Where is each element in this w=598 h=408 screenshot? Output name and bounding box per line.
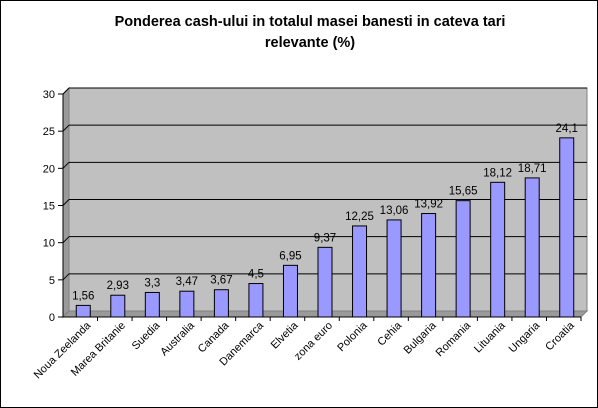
bar (386, 219, 402, 318)
x-tick-label: Cehia (375, 319, 404, 348)
data-label: 9,37 (314, 232, 336, 244)
data-label: 18,71 (518, 163, 547, 175)
data-label: 18,12 (483, 167, 512, 179)
data-label: 4,5 (248, 269, 264, 281)
bar (144, 291, 160, 318)
x-tick-label: Lituania (472, 319, 508, 355)
bar (352, 225, 368, 318)
gridline-depth (62, 273, 70, 281)
gridline-depth (62, 124, 70, 132)
gridline-depth (62, 87, 70, 95)
gridline-depth (62, 161, 70, 169)
x-tick-label: Polonia (335, 319, 370, 354)
bar (75, 304, 91, 318)
x-tick-label: Romania (434, 319, 474, 359)
data-label: 24,1 (556, 123, 578, 135)
bar (282, 264, 298, 318)
bar (559, 137, 575, 318)
y-tick-label: 10 (43, 238, 55, 250)
data-label: 3,3 (144, 277, 160, 289)
data-label: 13,06 (380, 205, 409, 217)
bar (490, 181, 506, 318)
x-tick-label: Noua Zeelanda (32, 319, 94, 381)
chart-title-line1: Ponderea cash-ului in totalul masei bane… (114, 14, 506, 30)
bar (455, 200, 471, 318)
y-tick-label: 20 (43, 163, 55, 175)
chart-title-line2: relevante (%) (264, 35, 356, 51)
x-tick-label: Suedia (130, 319, 163, 352)
bar (524, 177, 540, 318)
data-label: 15,65 (449, 186, 478, 198)
data-label: 3,67 (210, 275, 232, 287)
y-tick-label: 5 (49, 275, 55, 287)
gridline-depth (62, 199, 70, 206)
x-tick-label: Australia (158, 319, 197, 358)
data-label: 13,92 (414, 199, 443, 211)
x-tick-label: Ungaria (507, 319, 543, 355)
data-label: 1,56 (72, 290, 94, 302)
gridline-depth (62, 236, 70, 244)
bar (248, 283, 264, 318)
data-label: 3,47 (176, 276, 198, 288)
bar (213, 289, 229, 318)
x-tick-label: Elvetia (269, 319, 301, 351)
data-label: 2,93 (107, 280, 129, 292)
bar (421, 213, 437, 318)
x-tick-label: Croatia (543, 319, 577, 353)
y-tick-label: 25 (43, 126, 55, 138)
y-tick-label: 30 (43, 89, 55, 101)
y-tick-label: 15 (43, 201, 55, 213)
data-label: 12,25 (345, 211, 374, 223)
bar (179, 290, 195, 318)
y-tick-label: 0 (49, 312, 55, 324)
data-label: 6,95 (279, 250, 301, 262)
bar (110, 294, 126, 318)
bar (317, 246, 333, 318)
chart-title: Ponderea cash-ului in totalul masei bane… (60, 12, 560, 54)
